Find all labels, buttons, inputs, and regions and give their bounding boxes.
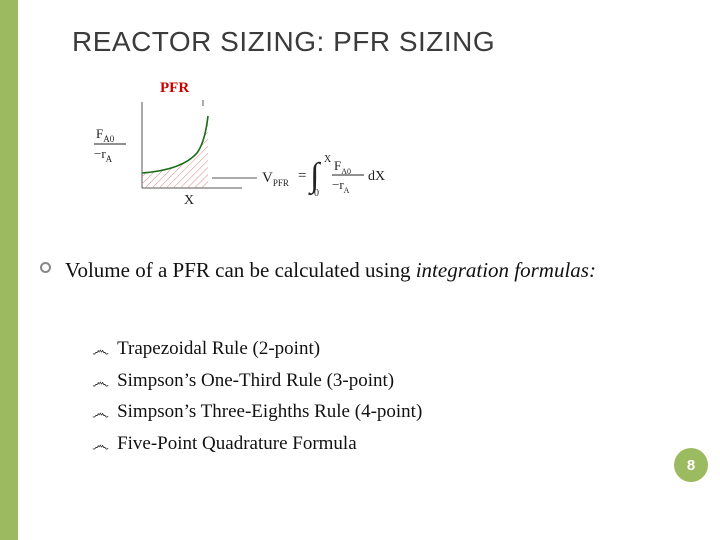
list-item: ෴ Simpson’s Three-Eighths Rule (4-point) (92, 399, 652, 425)
swirl-bullet-icon: ෴ (92, 373, 109, 391)
y-axis-frac-bot: −rA (94, 146, 113, 164)
sub-bullet-text: Five-Point Quadrature Formula (117, 431, 357, 457)
eq-dx: dX (368, 169, 385, 184)
main-bullet: Volume of a PFR can be calculated using … (40, 256, 660, 284)
eq-frac-top: FA0 (334, 158, 351, 176)
main-bullet-plain: Volume of a PFR can be calculated using (65, 258, 416, 282)
sub-bullet-text: Simpson’s Three-Eighths Rule (4-point) (117, 399, 422, 425)
page-number-badge: 8 (674, 448, 708, 482)
eq-lhs: VPFR (262, 170, 289, 188)
eq-lower: 0 (314, 188, 319, 199)
slide-title: REACTOR SIZING: PFR SIZING (72, 26, 495, 58)
list-item: ෴ Simpson’s One-Third Rule (3-point) (92, 368, 652, 394)
main-bullet-italic: integration formulas: (416, 258, 596, 282)
x-axis-label: X (184, 193, 194, 208)
eq-frac-bot: −rA (332, 177, 350, 195)
sub-bullet-text: Trapezoidal Rule (2-point) (117, 336, 320, 362)
donut-bullet-icon (40, 262, 51, 273)
figure-pfr-label: PFR (160, 80, 189, 96)
accent-stripe (0, 0, 18, 540)
sub-bullet-list: ෴ Trapezoidal Rule (2-point) ෴ Simpson’s… (92, 336, 652, 463)
y-axis-frac-top: FA0 (96, 126, 115, 144)
pfr-figure: PFR FA0 −rA (92, 78, 402, 228)
pfr-figure-svg: PFR FA0 −rA (92, 78, 402, 228)
list-item: ෴ Five-Point Quadrature Formula (92, 431, 652, 457)
swirl-bullet-icon: ෴ (92, 404, 109, 422)
eq-equals: = (298, 168, 306, 184)
eq-upper: X (324, 154, 332, 165)
swirl-bullet-icon: ෴ (92, 341, 109, 359)
main-bullet-text: Volume of a PFR can be calculated using … (65, 256, 596, 284)
list-item: ෴ Trapezoidal Rule (2-point) (92, 336, 652, 362)
swirl-bullet-icon: ෴ (92, 436, 109, 454)
sub-bullet-text: Simpson’s One-Third Rule (3-point) (117, 368, 394, 394)
slide: REACTOR SIZING: PFR SIZING PFR FA0 (0, 0, 720, 540)
